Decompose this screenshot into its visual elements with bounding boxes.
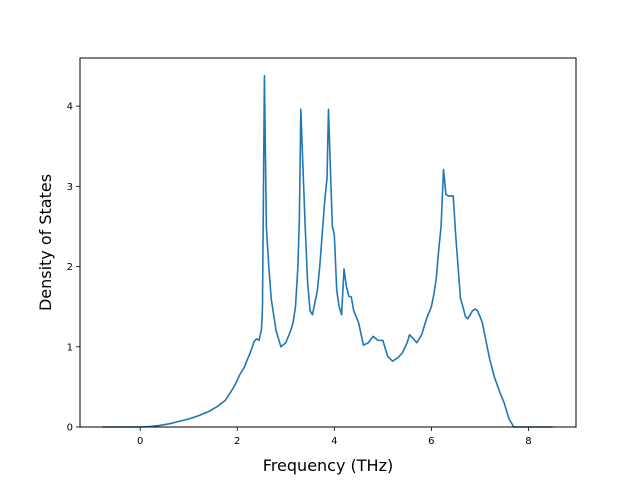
dos-series-line [102,74,553,428]
x-axis-label: Frequency (THz) [263,456,393,475]
y-axis-label: Density of States [36,174,55,311]
y-tick-label: 0 [67,423,73,434]
y-tick-label: 3 [67,182,73,193]
plot-frame [79,57,577,428]
x-tick-label: 2 [234,436,240,447]
y-tick-label: 1 [67,342,73,353]
y-tick-label: 4 [67,102,73,113]
x-tick-label: 8 [525,436,531,447]
y-axis-ticks: 0 1 2 3 4 [67,102,80,434]
y-tick-label: 2 [67,262,73,273]
x-tick-label: 0 [137,436,143,447]
x-tick-label: 6 [428,436,434,447]
x-tick-label: 4 [331,436,337,447]
x-axis-ticks: 0 2 4 6 8 [137,427,532,447]
series-lines [102,74,553,428]
